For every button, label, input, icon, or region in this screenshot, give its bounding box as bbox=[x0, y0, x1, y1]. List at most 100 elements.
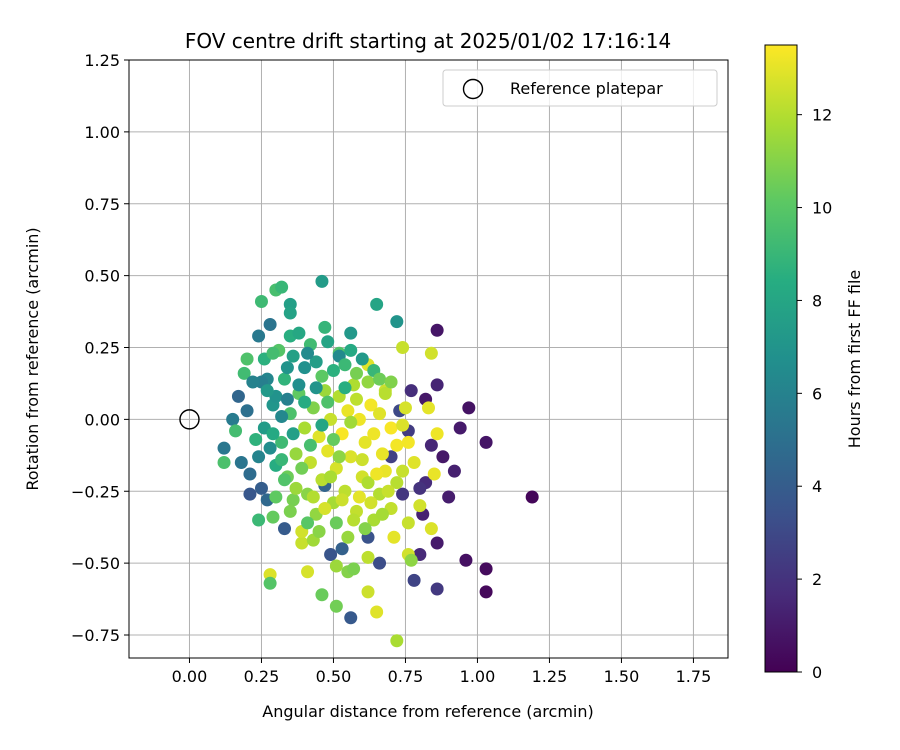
x-tick-label: 0.25 bbox=[244, 667, 280, 686]
data-point bbox=[269, 490, 283, 504]
data-point bbox=[321, 444, 335, 458]
data-point bbox=[384, 421, 398, 435]
reference-marker bbox=[179, 409, 200, 430]
data-point bbox=[370, 467, 384, 481]
data-point bbox=[341, 404, 355, 418]
data-point bbox=[373, 556, 387, 570]
x-tick-label: 0.50 bbox=[316, 667, 352, 686]
data-point bbox=[390, 634, 404, 648]
data-point bbox=[361, 476, 375, 490]
data-point bbox=[295, 536, 309, 550]
data-point bbox=[370, 605, 384, 619]
data-point bbox=[234, 456, 248, 469]
data-point bbox=[364, 398, 378, 412]
y-tick-label: −0.50 bbox=[71, 554, 120, 573]
legend-reference-marker bbox=[462, 78, 484, 100]
data-point bbox=[303, 438, 317, 452]
data-point bbox=[479, 585, 493, 599]
data-point bbox=[237, 366, 251, 380]
data-point bbox=[373, 372, 387, 386]
data-point bbox=[341, 530, 355, 544]
legend-entry-reference-platepar: Reference platepar bbox=[510, 79, 663, 98]
data-point bbox=[344, 450, 358, 464]
data-point bbox=[335, 542, 349, 556]
data-point bbox=[254, 481, 268, 495]
data-point bbox=[347, 562, 361, 576]
data-point bbox=[275, 435, 289, 449]
colorbar: 0 2 4 6 8 10 12 Hours from first FF file bbox=[764, 44, 864, 682]
data-point bbox=[407, 456, 421, 469]
x-tick-label: 1.75 bbox=[676, 667, 712, 686]
data-point bbox=[301, 346, 315, 360]
data-point bbox=[375, 447, 389, 461]
data-point bbox=[278, 372, 292, 386]
data-point bbox=[413, 481, 427, 495]
y-tick-label: 0.75 bbox=[84, 195, 120, 214]
data-point bbox=[266, 510, 280, 524]
data-point bbox=[266, 427, 280, 441]
data-point bbox=[344, 326, 358, 340]
data-point bbox=[479, 435, 493, 449]
data-point bbox=[350, 392, 364, 406]
data-point bbox=[217, 441, 231, 455]
x-tick-label: 1.50 bbox=[604, 667, 640, 686]
data-point bbox=[298, 361, 312, 375]
data-point bbox=[525, 490, 539, 504]
data-point bbox=[430, 427, 444, 441]
y-axis-label: Rotation from reference (arcmin) bbox=[23, 227, 42, 490]
data-point bbox=[375, 507, 389, 521]
data-point bbox=[283, 504, 297, 518]
data-point bbox=[344, 415, 358, 429]
y-tick-label: 0.25 bbox=[84, 339, 120, 358]
data-point bbox=[335, 493, 349, 507]
data-point bbox=[453, 421, 467, 435]
data-point bbox=[413, 499, 427, 513]
data-point bbox=[381, 484, 395, 498]
data-point bbox=[278, 522, 292, 536]
colorbar-tick-label: 10 bbox=[812, 199, 832, 218]
data-point bbox=[442, 490, 456, 504]
data-point bbox=[332, 450, 346, 464]
y-tick-label: 0.00 bbox=[84, 410, 120, 429]
data-point bbox=[370, 297, 384, 311]
data-point bbox=[361, 550, 375, 564]
data-point bbox=[424, 438, 438, 452]
data-points bbox=[217, 274, 539, 648]
colorbar-tick-label: 12 bbox=[812, 106, 832, 125]
data-point bbox=[387, 530, 401, 544]
data-point bbox=[263, 318, 277, 331]
data-point bbox=[286, 427, 300, 441]
data-point bbox=[286, 349, 300, 363]
data-point bbox=[427, 467, 441, 481]
data-point bbox=[315, 588, 329, 602]
data-point bbox=[344, 343, 358, 357]
data-point bbox=[329, 599, 343, 613]
data-point bbox=[318, 320, 332, 334]
data-point bbox=[315, 418, 329, 432]
data-point bbox=[404, 553, 418, 567]
data-point bbox=[318, 502, 332, 515]
data-point bbox=[278, 473, 292, 487]
x-tick-label: 0.00 bbox=[172, 667, 208, 686]
data-point bbox=[315, 369, 329, 383]
y-axis-ticks: −0.75 −0.50 −0.25 0.00 0.25 0.50 0.75 1.00 1.25 bbox=[71, 51, 129, 645]
data-point bbox=[347, 513, 361, 527]
colorbar-tick-label: 8 bbox=[812, 291, 822, 310]
data-point bbox=[361, 375, 375, 389]
data-point bbox=[352, 490, 366, 504]
y-tick-label: 1.25 bbox=[84, 51, 120, 70]
y-tick-label: 1.00 bbox=[84, 123, 120, 142]
y-tick-label: −0.25 bbox=[71, 482, 120, 501]
x-axis-ticks: 0.00 0.25 0.50 0.75 1.00 1.25 1.50 1.75 bbox=[172, 658, 712, 686]
colorbar-gradient bbox=[764, 44, 798, 673]
data-point bbox=[252, 513, 266, 527]
data-point bbox=[326, 364, 340, 377]
data-point bbox=[266, 346, 280, 360]
data-point bbox=[367, 427, 381, 441]
data-point bbox=[355, 453, 369, 467]
data-point bbox=[240, 404, 254, 418]
data-point bbox=[217, 456, 231, 469]
legend: Reference platepar bbox=[442, 69, 718, 107]
data-point bbox=[306, 490, 320, 504]
data-point bbox=[252, 450, 266, 464]
